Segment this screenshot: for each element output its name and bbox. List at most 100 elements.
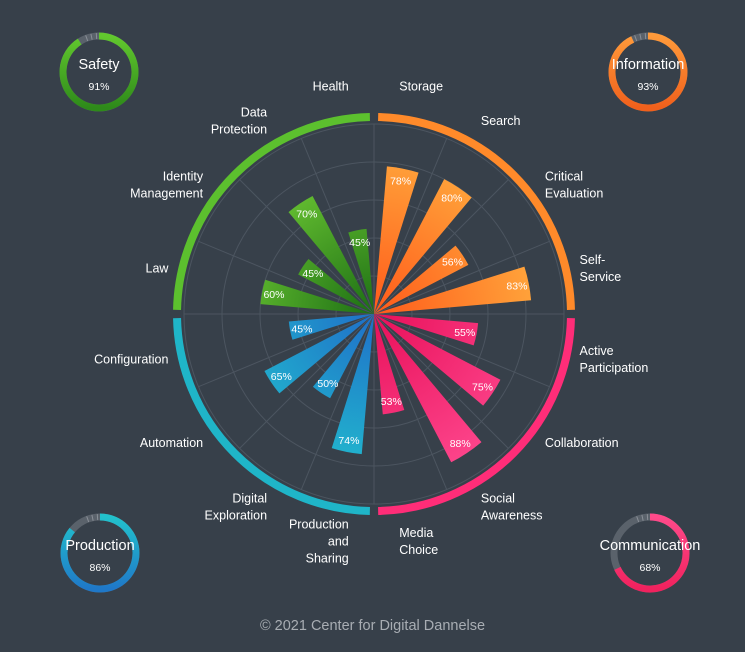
category-label-line: Critical bbox=[545, 170, 583, 184]
category-label-line: Production bbox=[289, 518, 349, 532]
grid-spoke bbox=[373, 240, 550, 315]
bar-active-participation bbox=[374, 314, 479, 346]
value-label: 50% bbox=[317, 378, 338, 390]
gauge-tick bbox=[639, 33, 642, 40]
polar-grid bbox=[183, 123, 565, 505]
grid-spoke bbox=[373, 313, 550, 388]
gauge-progress bbox=[60, 513, 140, 593]
gauge-progress bbox=[608, 32, 688, 112]
gauge-tick bbox=[85, 35, 89, 42]
grid-spoke bbox=[198, 240, 375, 315]
gauge-value: 91% bbox=[88, 81, 109, 93]
category-label: Health bbox=[313, 79, 349, 93]
category-label: Law bbox=[146, 262, 170, 276]
gauge-tick bbox=[634, 35, 638, 42]
category-label-line: Storage bbox=[399, 79, 443, 93]
grid-spoke bbox=[300, 313, 375, 490]
category-label-line: Participation bbox=[580, 361, 649, 375]
category-label: Collaboration bbox=[545, 436, 619, 450]
value-label: 55% bbox=[454, 327, 475, 339]
gauge-tick bbox=[90, 33, 93, 40]
category-label-line: Evaluation bbox=[545, 187, 603, 201]
category-label: Digital Exploration bbox=[205, 491, 268, 522]
category-label-line: and bbox=[328, 535, 349, 549]
value-label: 80% bbox=[441, 193, 462, 205]
category-label-line: Health bbox=[313, 79, 349, 93]
gauge-progress bbox=[614, 513, 690, 593]
category-label: Storage bbox=[399, 79, 443, 93]
category-label-line: Collaboration bbox=[545, 436, 619, 450]
bar-social-awareness bbox=[374, 314, 482, 463]
gauge-progress bbox=[59, 32, 139, 112]
bar-identity-management bbox=[298, 259, 374, 314]
grid-spoke bbox=[239, 179, 375, 315]
group-ring-safety bbox=[173, 113, 370, 310]
value-label: 78% bbox=[390, 175, 411, 187]
category-label: Configuration bbox=[94, 352, 168, 366]
bar-law bbox=[260, 279, 374, 314]
value-label: 45% bbox=[349, 237, 370, 249]
category-label-line: Digital bbox=[232, 491, 267, 505]
gauge-tick bbox=[636, 516, 640, 523]
polar-bar-chart: 78% 80% 56% 83% 55% 75% 88% 53% 74% 50% 65% 45% 60% 4… bbox=[59, 32, 700, 593]
value-label: 75% bbox=[472, 382, 493, 394]
bar-configuration bbox=[288, 314, 374, 340]
bars: 78% 80% 56% 83% 55% 75% 88% 53% 74% 50% 65% 45% 60% 4… bbox=[260, 166, 532, 463]
category-label-line: Law bbox=[146, 262, 170, 276]
category-label: Social Awareness bbox=[481, 491, 543, 522]
group-ring-production bbox=[173, 318, 370, 515]
category-label: Active Participation bbox=[580, 344, 649, 375]
grid-spoke bbox=[373, 313, 448, 490]
group-ring-communication bbox=[378, 318, 575, 515]
grid-spoke bbox=[239, 313, 375, 449]
value-label: 83% bbox=[506, 281, 527, 293]
value-label: 60% bbox=[263, 289, 284, 301]
gauge-information: Information 93% bbox=[608, 32, 688, 112]
category-label: Data Protection bbox=[211, 106, 267, 137]
bar-collaboration bbox=[374, 314, 501, 406]
copyright-icon: © bbox=[259, 618, 271, 634]
gauge-title: Information bbox=[612, 57, 685, 73]
bar-search bbox=[374, 179, 472, 314]
bar-data-protection bbox=[288, 196, 374, 314]
gauge-tick bbox=[641, 514, 644, 521]
category-label-line: Choice bbox=[399, 543, 438, 557]
gauge-title: Safety bbox=[78, 57, 120, 73]
grid-spoke bbox=[198, 313, 375, 388]
category-label: Self- Service bbox=[580, 253, 622, 284]
bar-automation bbox=[264, 314, 374, 394]
value-label: 74% bbox=[338, 435, 359, 447]
category-label-line: Data bbox=[241, 106, 267, 120]
grid-spoke bbox=[373, 138, 448, 315]
value-label: 45% bbox=[302, 268, 323, 280]
category-label-line: Identity bbox=[163, 170, 204, 184]
category-label-line: Management bbox=[130, 187, 203, 201]
bar-health bbox=[348, 228, 374, 314]
category-label-line: Sharing bbox=[306, 552, 349, 566]
category-label-line: Awareness bbox=[481, 508, 543, 522]
category-label-line: Protection bbox=[211, 123, 267, 137]
value-label: 56% bbox=[442, 257, 463, 269]
value-label: 70% bbox=[296, 208, 317, 220]
group-gauges: Information 93% Communication 68% Production… bbox=[59, 32, 700, 593]
category-label-line: Exploration bbox=[205, 508, 268, 522]
category-labels: Storage Search Critical Evaluation Self- Serv… bbox=[94, 79, 648, 565]
grid-spoke bbox=[300, 138, 375, 315]
bar-digital-exploration bbox=[312, 314, 374, 399]
category-label: Production and Sharing bbox=[289, 518, 349, 566]
grid-spoke bbox=[373, 313, 509, 449]
value-label: 88% bbox=[450, 438, 471, 450]
category-label-line: Configuration bbox=[94, 352, 168, 366]
bar-self--service bbox=[374, 266, 532, 314]
value-label: 45% bbox=[291, 323, 312, 335]
gauge-title: Production bbox=[65, 538, 134, 554]
gauge-production: Production 86% bbox=[60, 513, 140, 593]
gauge-value: 68% bbox=[639, 562, 660, 574]
grid-spoke bbox=[373, 179, 509, 315]
category-label: Identity Management bbox=[130, 170, 204, 201]
category-label-line: Media bbox=[399, 526, 433, 540]
bar-storage bbox=[374, 166, 419, 314]
bar-media-choice bbox=[374, 314, 405, 415]
category-label: Automation bbox=[140, 436, 203, 450]
gauge-value: 93% bbox=[637, 81, 658, 93]
